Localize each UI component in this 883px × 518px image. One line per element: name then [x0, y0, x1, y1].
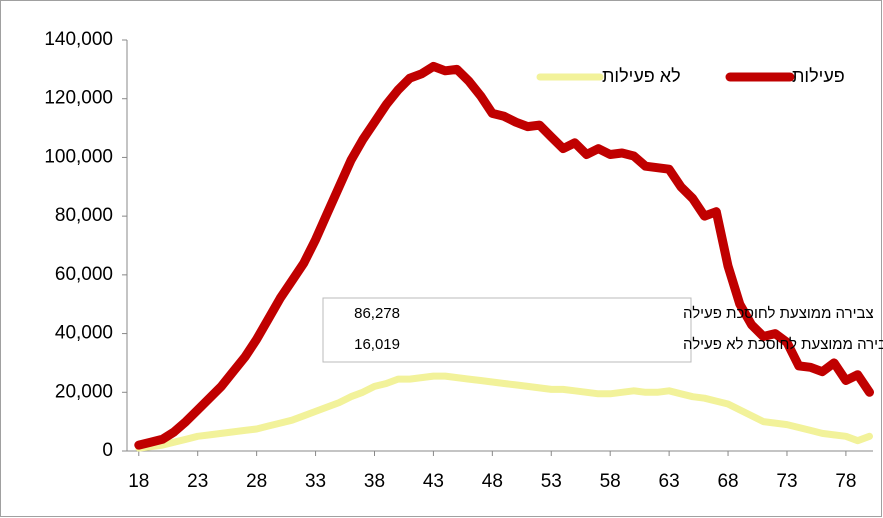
annotation-value: 16,019: [354, 336, 400, 353]
x-tick-label: 18: [128, 471, 149, 492]
annotation-label: צבירה ממוצעת לחוסכת לא פעילה: [683, 336, 883, 353]
x-tick-label: 33: [305, 471, 326, 492]
legend-label: פעילות: [792, 66, 845, 86]
y-tick-label: 60,000: [55, 264, 113, 285]
x-tick-label: 78: [835, 471, 856, 492]
x-tick-label: 38: [364, 471, 385, 492]
legend-label: לא פעילות: [602, 66, 681, 86]
x-tick-label: 53: [541, 471, 562, 492]
series-line: [135, 372, 873, 452]
x-tick-label: 48: [482, 471, 503, 492]
annotation-value: 86,278: [354, 305, 400, 322]
y-tick-label: 0: [102, 440, 113, 461]
x-tick-label: 73: [776, 471, 797, 492]
x-tick-label: 28: [246, 471, 267, 492]
y-tick-label: 80,000: [55, 205, 113, 226]
y-tick-label: 120,000: [44, 88, 113, 109]
annotation-label: צבירה ממוצעת לחוסכת פעילה: [683, 305, 874, 322]
series-line: [134, 61, 874, 450]
x-tick-label: 68: [717, 471, 738, 492]
y-tick-label: 100,000: [44, 146, 113, 167]
x-tick-label: 63: [659, 471, 680, 492]
x-tick-label: 43: [423, 471, 444, 492]
x-tick-label: 58: [600, 471, 621, 492]
x-tick-label: 23: [187, 471, 208, 492]
y-tick-label: 140,000: [44, 29, 113, 50]
y-tick-label: 40,000: [55, 323, 113, 344]
annotation-box: [322, 297, 692, 363]
y-tick-label: 20,000: [55, 381, 113, 402]
